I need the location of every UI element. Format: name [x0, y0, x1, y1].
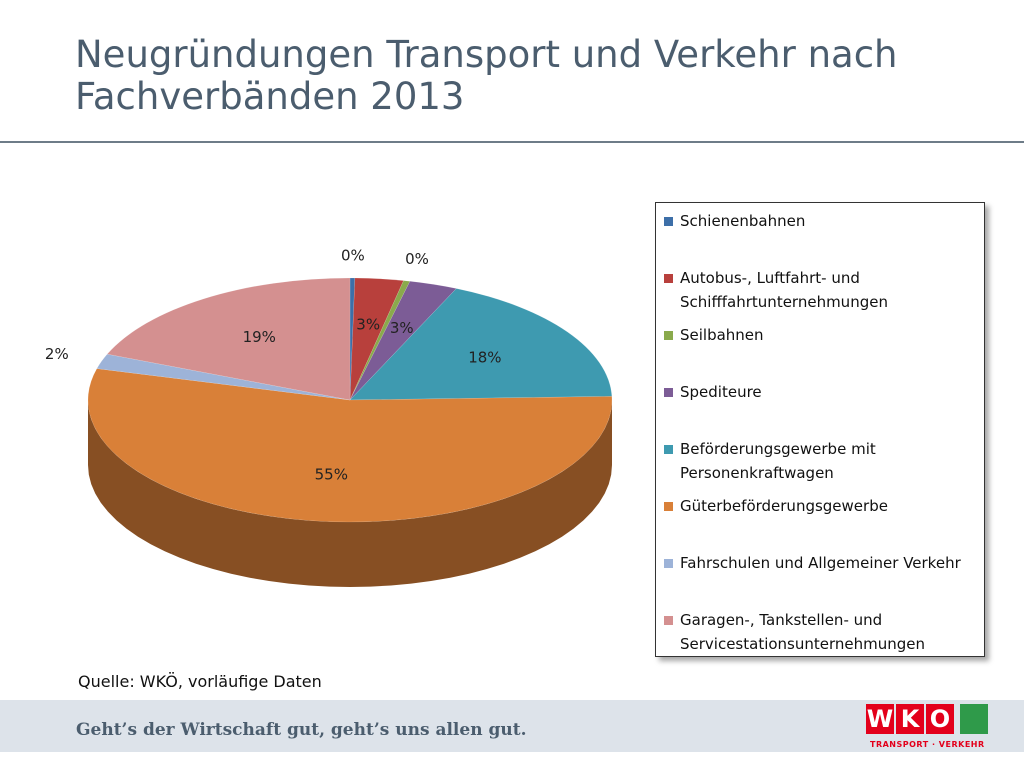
pie-slice: [349, 277, 404, 401]
pie-side: [88, 400, 612, 587]
legend-swatch: [664, 331, 673, 340]
pie-slice: [87, 368, 613, 523]
legend-item: Spediteure: [664, 380, 976, 437]
legend-swatch: [664, 559, 673, 568]
legend-item: Schienenbahnen: [664, 209, 976, 266]
legend-label: Schienenbahnen: [680, 212, 806, 230]
legend-label: Fahrschulen und Allgemeiner Verkehr: [680, 554, 961, 572]
legend-label: Autobus-, Luftfahrt- und Schifffahrtunte…: [680, 269, 888, 311]
logo-letter: W: [866, 704, 894, 734]
slide-title: Neugründungen Transport und Verkehr nach…: [75, 33, 898, 118]
legend-item: Garagen-, Tankstellen- und Servicestatio…: [664, 608, 976, 665]
source-note: Quelle: WKÖ, vorläufige Daten: [78, 672, 322, 691]
legend-swatch: [664, 388, 673, 397]
legend-swatch: [664, 274, 673, 283]
legend-label: Seilbahnen: [680, 326, 764, 344]
pie-chart: 0% 3% 0% 3% 18% 55% 2% 19%: [45, 247, 613, 587]
pie-slice: [96, 353, 351, 401]
legend-label: Güterbeförderungsgewerbe: [680, 497, 888, 515]
data-label: 18%: [468, 348, 501, 366]
legend-swatch: [664, 502, 673, 511]
legend: Schienenbahnen Autobus-, Luftfahrt- und S…: [655, 202, 985, 657]
data-label: 0%: [405, 250, 429, 268]
logo-tagline: TRANSPORT · VERKEHR: [870, 740, 985, 749]
legend-swatch: [664, 616, 673, 625]
legend-item: Beförderungsgewerbe mit Personenkraftwag…: [664, 437, 976, 494]
pie-slice: [349, 280, 411, 401]
data-label: 19%: [243, 328, 276, 346]
logo-letter: O: [926, 704, 954, 734]
legend-label: Garagen-, Tankstellen- und Servicestatio…: [680, 611, 926, 653]
title-rule: [0, 141, 1024, 143]
legend-label: Beförderungsgewerbe mit Personenkraftwag…: [680, 440, 876, 482]
data-label: 2%: [45, 345, 69, 363]
pie-slice: [106, 277, 351, 401]
legend-label: Spediteure: [680, 383, 762, 401]
data-label: 0%: [341, 247, 365, 265]
data-label: 3%: [356, 315, 380, 333]
footer-band: [0, 700, 1024, 752]
legend-item: Seilbahnen: [664, 323, 976, 380]
legend-swatch: [664, 445, 673, 454]
legend-swatch: [664, 217, 673, 226]
data-label: 55%: [315, 466, 348, 484]
legend-item: Autobus-, Luftfahrt- und Schifffahrtunte…: [664, 266, 976, 323]
logo-letter: K: [896, 704, 924, 734]
legend-item: Güterbeförderungsgewerbe: [664, 494, 976, 551]
legend-item: Fahrschulen und Allgemeiner Verkehr: [664, 551, 976, 608]
pie-slice: [349, 280, 457, 401]
logo-icon: [960, 704, 988, 734]
pie-slice: [349, 288, 613, 401]
slogan: Geht’s der Wirtschaft gut, geht’s uns al…: [76, 720, 527, 740]
data-label: 3%: [390, 319, 414, 337]
pie-slice: [349, 277, 356, 401]
